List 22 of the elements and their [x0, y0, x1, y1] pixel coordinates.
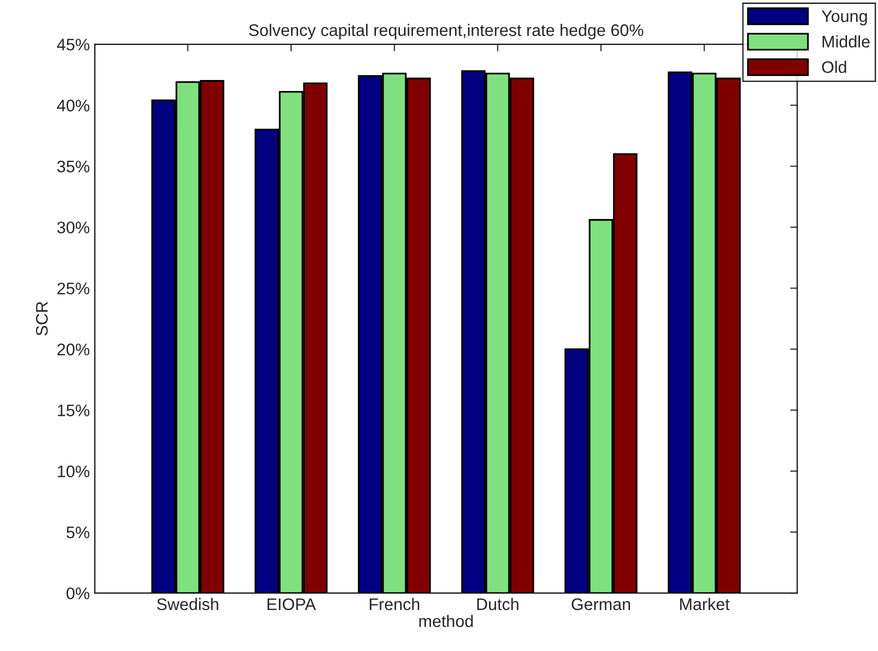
x-tick-label: Dutch [477, 598, 518, 610]
y-tick-label: 5% [66, 526, 90, 538]
legend-label: Middle [822, 35, 870, 48]
y-tick-label: 25% [57, 282, 90, 294]
x-tick-label: Swedish [157, 598, 218, 610]
y-tick-label: 40% [56, 100, 90, 112]
y-tick-label: 30% [57, 222, 90, 234]
legend-label: Old [822, 60, 846, 73]
y-tick-label: 0% [66, 587, 90, 600]
y-tick-label: 35% [57, 160, 90, 172]
y-tick-label: 15% [58, 404, 90, 416]
y-tick-label: 10% [58, 466, 90, 478]
y-axis-title: SCR [36, 302, 48, 336]
y-tick-label: 20% [57, 344, 90, 356]
legend-label: Young [822, 10, 867, 26]
chart-title: Solvency capital requirement,interest rate hedge 60% [248, 24, 644, 40]
x-tick-label: Market [680, 598, 730, 610]
x-tick-label: German [572, 598, 630, 610]
x-tick-label: EIOPA [268, 598, 316, 610]
x-axis-title: method [419, 614, 473, 628]
x-tick-label: French [370, 598, 420, 610]
y-tick-label: 45% [56, 38, 90, 50]
